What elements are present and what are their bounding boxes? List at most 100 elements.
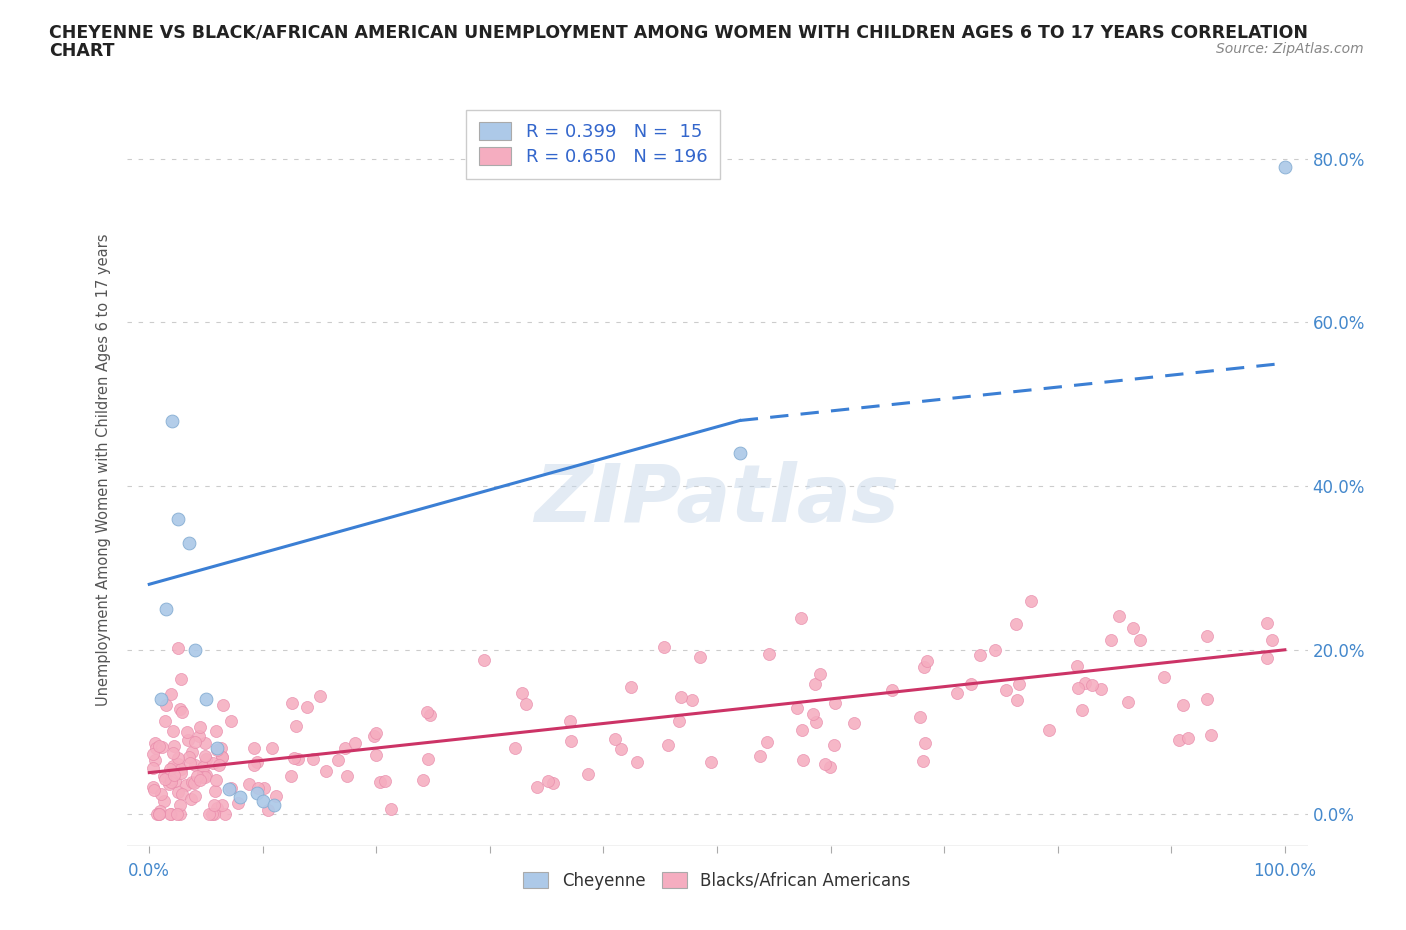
Point <box>1195 692 1218 707</box>
Point <box>280 696 302 711</box>
Point <box>142 779 165 794</box>
Point <box>190 773 212 788</box>
Point <box>211 749 233 764</box>
Point <box>205 724 228 738</box>
Point <box>207 758 229 773</box>
Point <box>180 791 202 806</box>
Point <box>160 686 183 701</box>
Point <box>160 413 183 428</box>
Point <box>194 769 217 784</box>
Point <box>149 787 172 802</box>
Point <box>681 693 703 708</box>
Point <box>166 806 188 821</box>
Point <box>252 794 274 809</box>
Point <box>366 747 388 762</box>
Point <box>824 696 846 711</box>
Point <box>1116 695 1139 710</box>
Point <box>657 737 679 752</box>
Point <box>190 769 212 784</box>
Point <box>169 806 191 821</box>
Point <box>652 639 675 654</box>
Point <box>748 749 770 764</box>
Point <box>205 743 228 758</box>
Point <box>620 680 643 695</box>
Point <box>162 745 184 760</box>
Point <box>184 735 207 750</box>
Point <box>790 723 813 737</box>
Point <box>194 768 217 783</box>
Point <box>149 804 172 819</box>
Point <box>804 676 827 691</box>
Point <box>792 752 814 767</box>
Point <box>510 685 533 700</box>
Point <box>344 736 367 751</box>
Point <box>176 724 198 739</box>
Point <box>1108 608 1130 623</box>
Point <box>912 660 935 675</box>
Point <box>204 783 226 798</box>
Point <box>166 512 188 526</box>
Point <box>1066 681 1088 696</box>
Point <box>287 751 309 766</box>
Point <box>1090 681 1112 696</box>
Point <box>159 806 181 821</box>
Point <box>728 445 751 460</box>
Point <box>179 756 201 771</box>
Point <box>229 790 252 804</box>
Point <box>195 692 218 707</box>
Point <box>326 752 349 767</box>
Point <box>1008 676 1031 691</box>
Point <box>302 751 325 766</box>
Point <box>198 806 221 821</box>
Point <box>515 697 537 711</box>
Text: CHART: CHART <box>49 42 115 60</box>
Point <box>1081 678 1104 693</box>
Point <box>170 765 193 780</box>
Point <box>915 654 938 669</box>
Point <box>181 775 204 790</box>
Point <box>157 777 180 791</box>
Point <box>1153 670 1175 684</box>
Point <box>194 749 217 764</box>
Point <box>912 753 935 768</box>
Point <box>167 785 190 800</box>
Point <box>169 701 191 716</box>
Point <box>143 736 166 751</box>
Point <box>603 732 626 747</box>
Point <box>148 738 170 753</box>
Point <box>543 776 565 790</box>
Point <box>181 745 204 760</box>
Point <box>243 757 266 772</box>
Point <box>219 714 242 729</box>
Point <box>1256 616 1278 631</box>
Point <box>1066 658 1088 673</box>
Point <box>668 714 690 729</box>
Point <box>610 741 633 756</box>
Point <box>153 771 176 786</box>
Point <box>167 751 190 765</box>
Point <box>148 806 170 821</box>
Point <box>191 764 214 779</box>
Point <box>155 698 177 712</box>
Point <box>183 643 205 658</box>
Point <box>169 797 191 812</box>
Point <box>160 806 183 821</box>
Point <box>194 736 217 751</box>
Point <box>419 708 441 723</box>
Point <box>162 724 184 738</box>
Y-axis label: Unemployment Among Women with Children Ages 6 to 17 years: Unemployment Among Women with Children A… <box>96 233 111 706</box>
Point <box>472 652 495 667</box>
Point <box>160 774 183 789</box>
Point <box>188 719 211 734</box>
Point <box>142 760 165 775</box>
Point <box>1129 633 1152 648</box>
Point <box>1122 620 1144 635</box>
Legend: Cheyenne, Blacks/African Americans: Cheyenne, Blacks/African Americans <box>515 864 920 898</box>
Point <box>374 773 396 788</box>
Point <box>1261 632 1284 647</box>
Point <box>842 716 865 731</box>
Point <box>1274 159 1296 174</box>
Point <box>177 750 200 764</box>
Point <box>243 740 266 755</box>
Point <box>1099 633 1122 648</box>
